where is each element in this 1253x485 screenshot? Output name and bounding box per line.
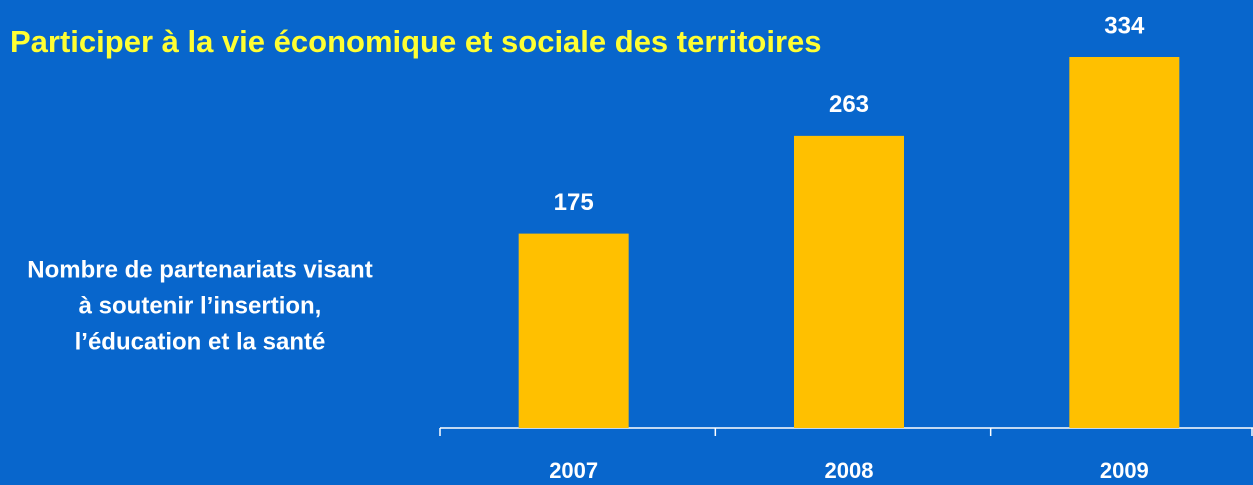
x-tick-label: 2007 <box>549 458 598 483</box>
bar <box>794 135 904 428</box>
value-label: 334 <box>1104 12 1145 39</box>
side-label: Nombre de partenariats visant <box>27 256 372 283</box>
x-tick-label: 2008 <box>825 458 874 483</box>
x-tick-label: 2009 <box>1100 458 1149 483</box>
bar <box>1069 57 1180 428</box>
value-label: 263 <box>829 91 869 118</box>
bar <box>518 233 629 428</box>
side-label: l’éducation et la santé <box>75 328 326 355</box>
chart-title: Participer à la vie économique et social… <box>10 24 822 59</box>
side-label: à soutenir l’insertion, <box>79 292 322 319</box>
value-label: 175 <box>554 189 594 216</box>
